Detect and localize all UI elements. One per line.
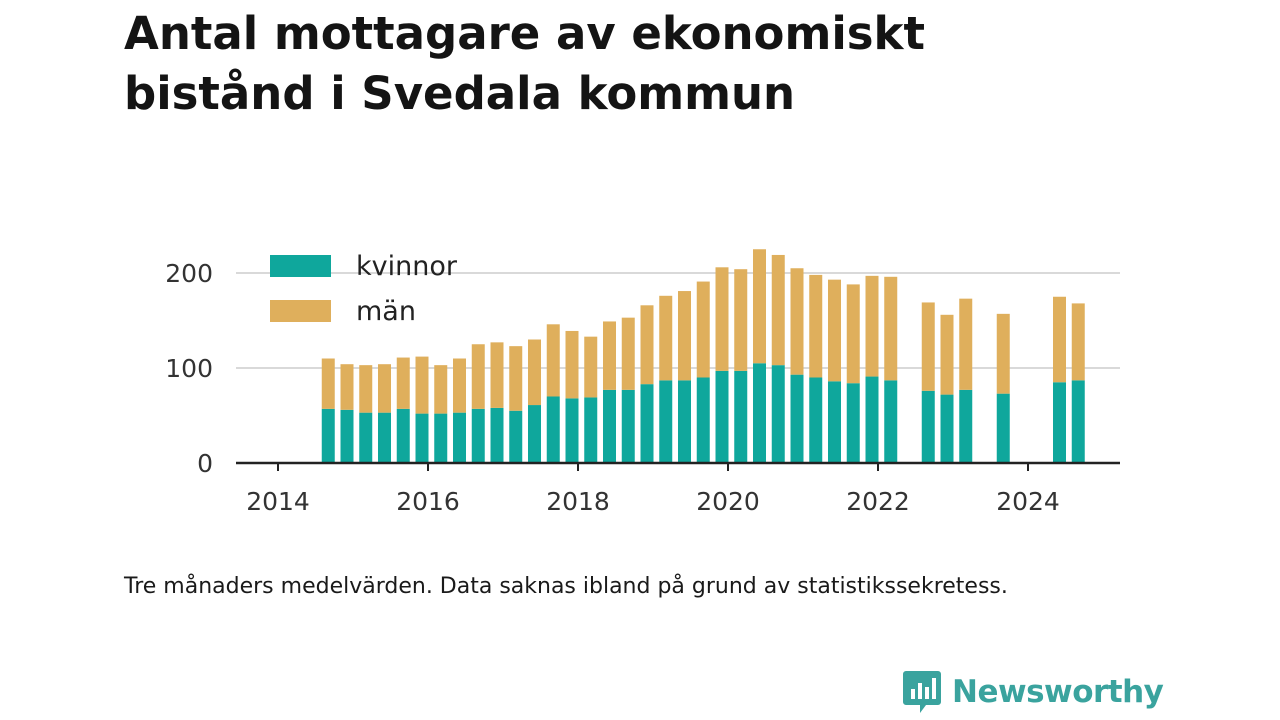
bar-kvinnor (790, 374, 804, 463)
bar-man (471, 344, 485, 409)
axes: 0 100 200 2014 2016 2018 2020 2022 2024 (165, 259, 1120, 516)
y-tick-label: 100 (165, 354, 213, 383)
bar-man (884, 276, 898, 381)
bar-kvinnor (471, 408, 485, 463)
bar-kvinnor (715, 370, 729, 463)
bar-kvinnor (659, 380, 673, 463)
bar-kvinnor (1071, 380, 1085, 463)
bar-man (528, 339, 541, 406)
bar-man (434, 365, 448, 414)
bar-man (846, 284, 860, 384)
bar-man (809, 274, 823, 378)
x-tick-label: 2016 (396, 487, 460, 516)
bar-kvinnor (846, 383, 860, 463)
bar-kvinnor (828, 381, 841, 463)
legend-swatch (270, 255, 331, 277)
bar-kvinnor (528, 405, 541, 463)
bar-man (1071, 303, 1085, 381)
x-tick-label: 2022 (846, 487, 910, 516)
bar-man (603, 321, 616, 390)
bar-kvinnor (940, 394, 954, 463)
bar-man (340, 364, 354, 410)
bar-man (940, 314, 954, 395)
bar-man (378, 364, 391, 413)
bar-man (640, 305, 654, 385)
bar-kvinnor (396, 408, 410, 463)
bar-man (659, 295, 673, 381)
bar-man (790, 268, 804, 375)
brand-name: Newsworthy (952, 674, 1164, 710)
bar-man (621, 317, 635, 390)
legend-swatch (270, 300, 331, 322)
bar-man (828, 279, 841, 382)
bar-kvinnor (771, 365, 785, 463)
newsworthy-logo-icon (903, 671, 941, 713)
bar-man (771, 254, 785, 366)
bar-kvinnor (546, 396, 560, 463)
bar-kvinnor (603, 389, 616, 463)
bar-kvinnor (584, 397, 598, 463)
bar-kvinnor (621, 389, 635, 463)
bar-man (453, 358, 466, 413)
bar-man (921, 302, 935, 391)
bar-kvinnor (734, 370, 748, 463)
bar-man (546, 324, 560, 397)
bar-kvinnor (565, 398, 579, 463)
x-tick-label: 2024 (996, 487, 1060, 516)
bar-man (865, 275, 879, 377)
x-tick-label: 2020 (696, 487, 760, 516)
bar-kvinnor (453, 412, 466, 463)
chart-title: Antal mottagare av ekonomiskt bistånd i … (124, 7, 925, 120)
bar-kvinnor (959, 389, 973, 463)
bar-kvinnor (359, 412, 373, 463)
bar-man (753, 249, 766, 364)
bar-man (584, 336, 598, 398)
bar-man (509, 346, 523, 411)
bar-kvinnor (865, 376, 879, 463)
bar-kvinnor (640, 384, 654, 463)
bar-man (715, 267, 729, 371)
bar-kvinnor (434, 413, 448, 463)
bar-man (734, 269, 748, 371)
bar-man (996, 313, 1010, 394)
bar-kvinnor (1053, 382, 1066, 463)
bar-man (678, 291, 691, 381)
x-tick-label: 2018 (546, 487, 610, 516)
footnote: Tre månaders medelvärden. Data saknas ib… (124, 574, 1008, 599)
bar-man (321, 358, 335, 409)
bar-man (415, 356, 429, 414)
bar-man (696, 281, 710, 378)
bar-man (396, 357, 410, 409)
legend: kvinnor män (270, 251, 458, 327)
bar-kvinnor (415, 413, 429, 463)
bar-man (490, 342, 504, 408)
bar-man (359, 365, 373, 413)
bar-kvinnor (696, 377, 710, 463)
legend-label: kvinnor (356, 251, 458, 282)
bar-kvinnor (378, 412, 391, 463)
x-tick-label: 2014 (246, 487, 310, 516)
bar-kvinnor (509, 410, 523, 463)
bar-man (959, 298, 973, 390)
legend-label: män (356, 296, 416, 327)
bar-kvinnor (921, 390, 935, 463)
bar-man (1053, 296, 1066, 383)
bar-kvinnor (340, 409, 354, 463)
bars (321, 249, 1085, 463)
y-tick-label: 200 (165, 259, 213, 288)
bar-kvinnor (321, 408, 335, 463)
bar-kvinnor (753, 363, 766, 463)
bar-kvinnor (678, 380, 691, 463)
brand-logo[interactable]: Newsworthy (902, 668, 1164, 716)
bar-man (565, 330, 579, 399)
bar-kvinnor (884, 380, 898, 463)
bar-kvinnor (809, 377, 823, 463)
bar-kvinnor (996, 393, 1010, 463)
bar-kvinnor (490, 407, 504, 463)
y-tick-label: 0 (197, 449, 213, 478)
